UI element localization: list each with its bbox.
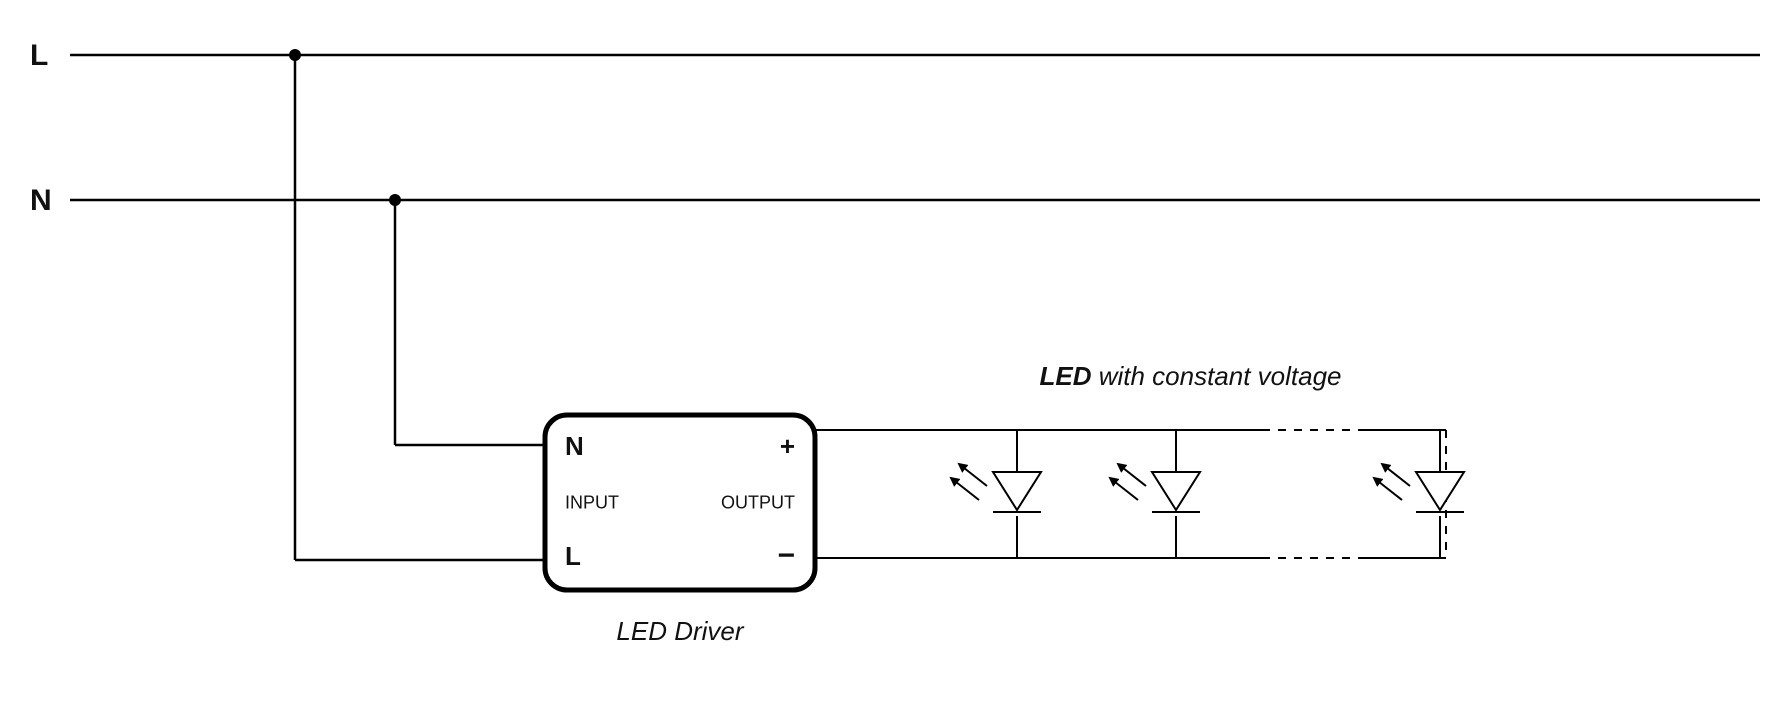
driver-L-label: L (565, 541, 581, 571)
driver-N-label: N (565, 431, 584, 461)
led-icon (1374, 430, 1464, 558)
driver-caption: LED Driver (616, 616, 744, 646)
led-icon (1110, 430, 1200, 558)
driver-input-label: INPUT (565, 493, 619, 513)
label-N: N (30, 184, 52, 217)
driver-minus-label: − (777, 539, 795, 572)
label-L: L (30, 39, 48, 72)
led-strip-caption: LED with constant voltage (1039, 361, 1341, 391)
driver-plus-label: + (780, 431, 795, 461)
driver-output-label: OUTPUT (721, 493, 795, 513)
led-icon (951, 430, 1041, 558)
